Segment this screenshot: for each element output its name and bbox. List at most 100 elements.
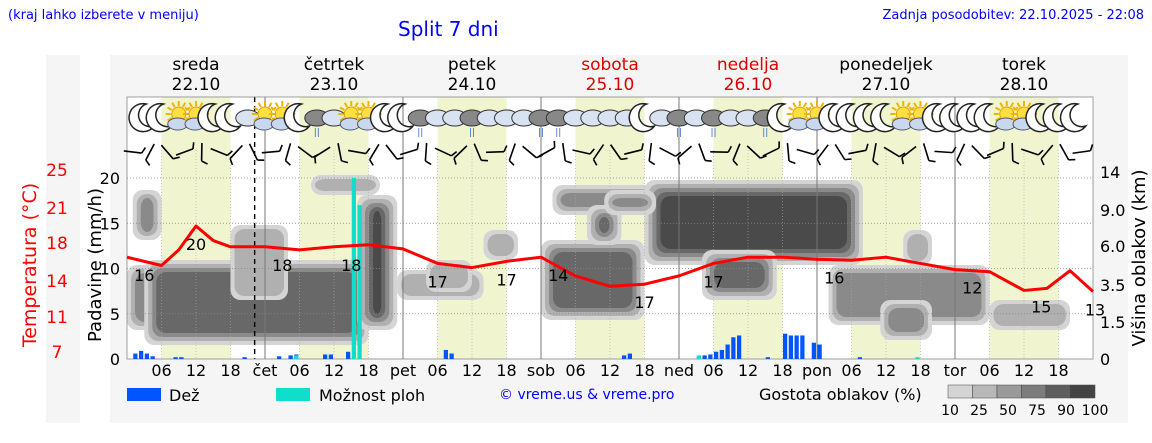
menu-hint: (kraj lahko izberete v meniju) (8, 8, 199, 23)
x-tick-label: 18 (496, 361, 516, 380)
storm-bar (915, 357, 920, 359)
wind-barb (1072, 144, 1094, 155)
wind-barb (453, 145, 468, 165)
day-date: 27.10 (862, 75, 911, 95)
wind-barb (1011, 142, 1020, 165)
x-tick-label: 18 (910, 361, 930, 380)
day-date: 23.10 (310, 75, 359, 95)
left-axis-panel (46, 55, 80, 423)
x-tick-label: 12 (1014, 361, 1034, 380)
cloud-density-cell (714, 262, 765, 288)
wind-barb (609, 144, 628, 161)
rain-bar (794, 335, 799, 359)
temperature-label: 13 (1085, 300, 1105, 319)
precipitation-axis-label: Padavine (mm/h) (85, 188, 106, 342)
temperature-tick: 14 (46, 272, 68, 292)
page-title: Split 7 dni (398, 17, 499, 41)
wind-barb (1040, 144, 1054, 166)
density-level-label: 75 (1028, 403, 1046, 419)
rain-bar (783, 333, 788, 359)
moon-icon (766, 102, 795, 133)
wind-barb (872, 142, 879, 166)
wind-barb (901, 145, 917, 165)
wind-barb (284, 143, 292, 166)
cloud-density-cell (888, 308, 924, 332)
day-date: 26.10 (724, 75, 773, 95)
day-name: četrtek (304, 55, 365, 75)
storm-legend-swatch (276, 388, 310, 401)
wind-barb (698, 143, 712, 163)
wind-barb (677, 145, 693, 165)
density-swatch (1021, 384, 1047, 399)
wind-barb (473, 143, 489, 162)
temperature-tick: 18 (46, 234, 68, 254)
rain-bar (708, 354, 713, 359)
temperature-tick: 25 (46, 161, 68, 181)
dark-icon: || (701, 109, 726, 138)
wind-barb (508, 143, 516, 166)
density-level-label: 25 (970, 403, 988, 419)
wind-barb (261, 144, 283, 154)
cloud-height-tick: 6.0 (1100, 237, 1125, 256)
temperature-series: 16 20 18 18 17 17 14 17 17 16 12 15 13 (126, 224, 1105, 319)
moon-icon (939, 102, 968, 133)
day-date: 24.10 (448, 75, 497, 95)
x-tick-label: pet (390, 361, 416, 380)
temperature-label: 20 (186, 235, 206, 254)
x-tick-label: 12 (324, 361, 344, 380)
cloud-density-cell (315, 179, 376, 191)
day-name: petek (448, 55, 496, 75)
density-level-label: 90 (1057, 403, 1075, 419)
rain-bar (150, 356, 155, 359)
temperature-label: 12 (962, 279, 982, 298)
cloud-density (127, 175, 1070, 345)
density-swatch (1070, 384, 1096, 399)
storm-bar (696, 355, 701, 359)
cloud-height-tick: 1.5 (1100, 313, 1125, 332)
wind-barb (385, 144, 404, 160)
wind-barb (145, 143, 155, 166)
wind-barb (746, 145, 767, 159)
credit-link[interactable]: © vreme.us & vreme.pro (499, 387, 675, 403)
storm-bar (357, 205, 362, 359)
cloud-density-label: Gostota oblakov (%) (759, 385, 922, 404)
wind-barb (1059, 143, 1076, 161)
cloud-density-cell (612, 198, 648, 207)
wind-barb (538, 140, 556, 158)
storm-bar (351, 178, 356, 359)
moon-icon (387, 102, 416, 133)
moon-icon (973, 102, 1002, 133)
precipitation-tick: 5 (110, 305, 120, 324)
dark-icon: || (304, 109, 330, 138)
rain-bar (328, 354, 333, 359)
cloud-density-cell (836, 273, 982, 317)
temperature-label: 18 (272, 256, 292, 275)
wind-barb (1020, 148, 1044, 156)
precipitation-bars (133, 178, 920, 359)
cloud-height-axis-label: Višina oblakov (km) (1129, 169, 1150, 346)
storm-legend-label: Možnost ploh (319, 386, 425, 405)
rain-bar (811, 342, 816, 359)
cloud-density-cell (373, 211, 382, 314)
moon-icon (1025, 102, 1054, 133)
cloud-density-cell (487, 234, 514, 256)
day-name: sobota (581, 55, 639, 75)
cloud-density-cell (599, 217, 610, 233)
wind-barb (434, 147, 458, 157)
svg-text:||: || (417, 128, 423, 138)
density-level-label: 50 (999, 403, 1017, 419)
rain-bar (627, 353, 632, 359)
wind-barb (561, 142, 572, 164)
day-name: ponedeljek (839, 55, 933, 75)
x-tick-label: 06 (151, 361, 171, 380)
precipitation-tick: 10 (100, 260, 120, 279)
cloud-height-tick: 14 (1100, 163, 1120, 182)
rain-bar (346, 351, 351, 359)
density-swatch (996, 384, 1022, 399)
precipitation-tick: 15 (100, 214, 120, 233)
x-tick-label: tor (944, 361, 967, 380)
rain-bar (737, 335, 742, 359)
wind-barb (592, 144, 605, 166)
moon-icon (369, 102, 398, 133)
cloud-density-cell (430, 264, 468, 288)
